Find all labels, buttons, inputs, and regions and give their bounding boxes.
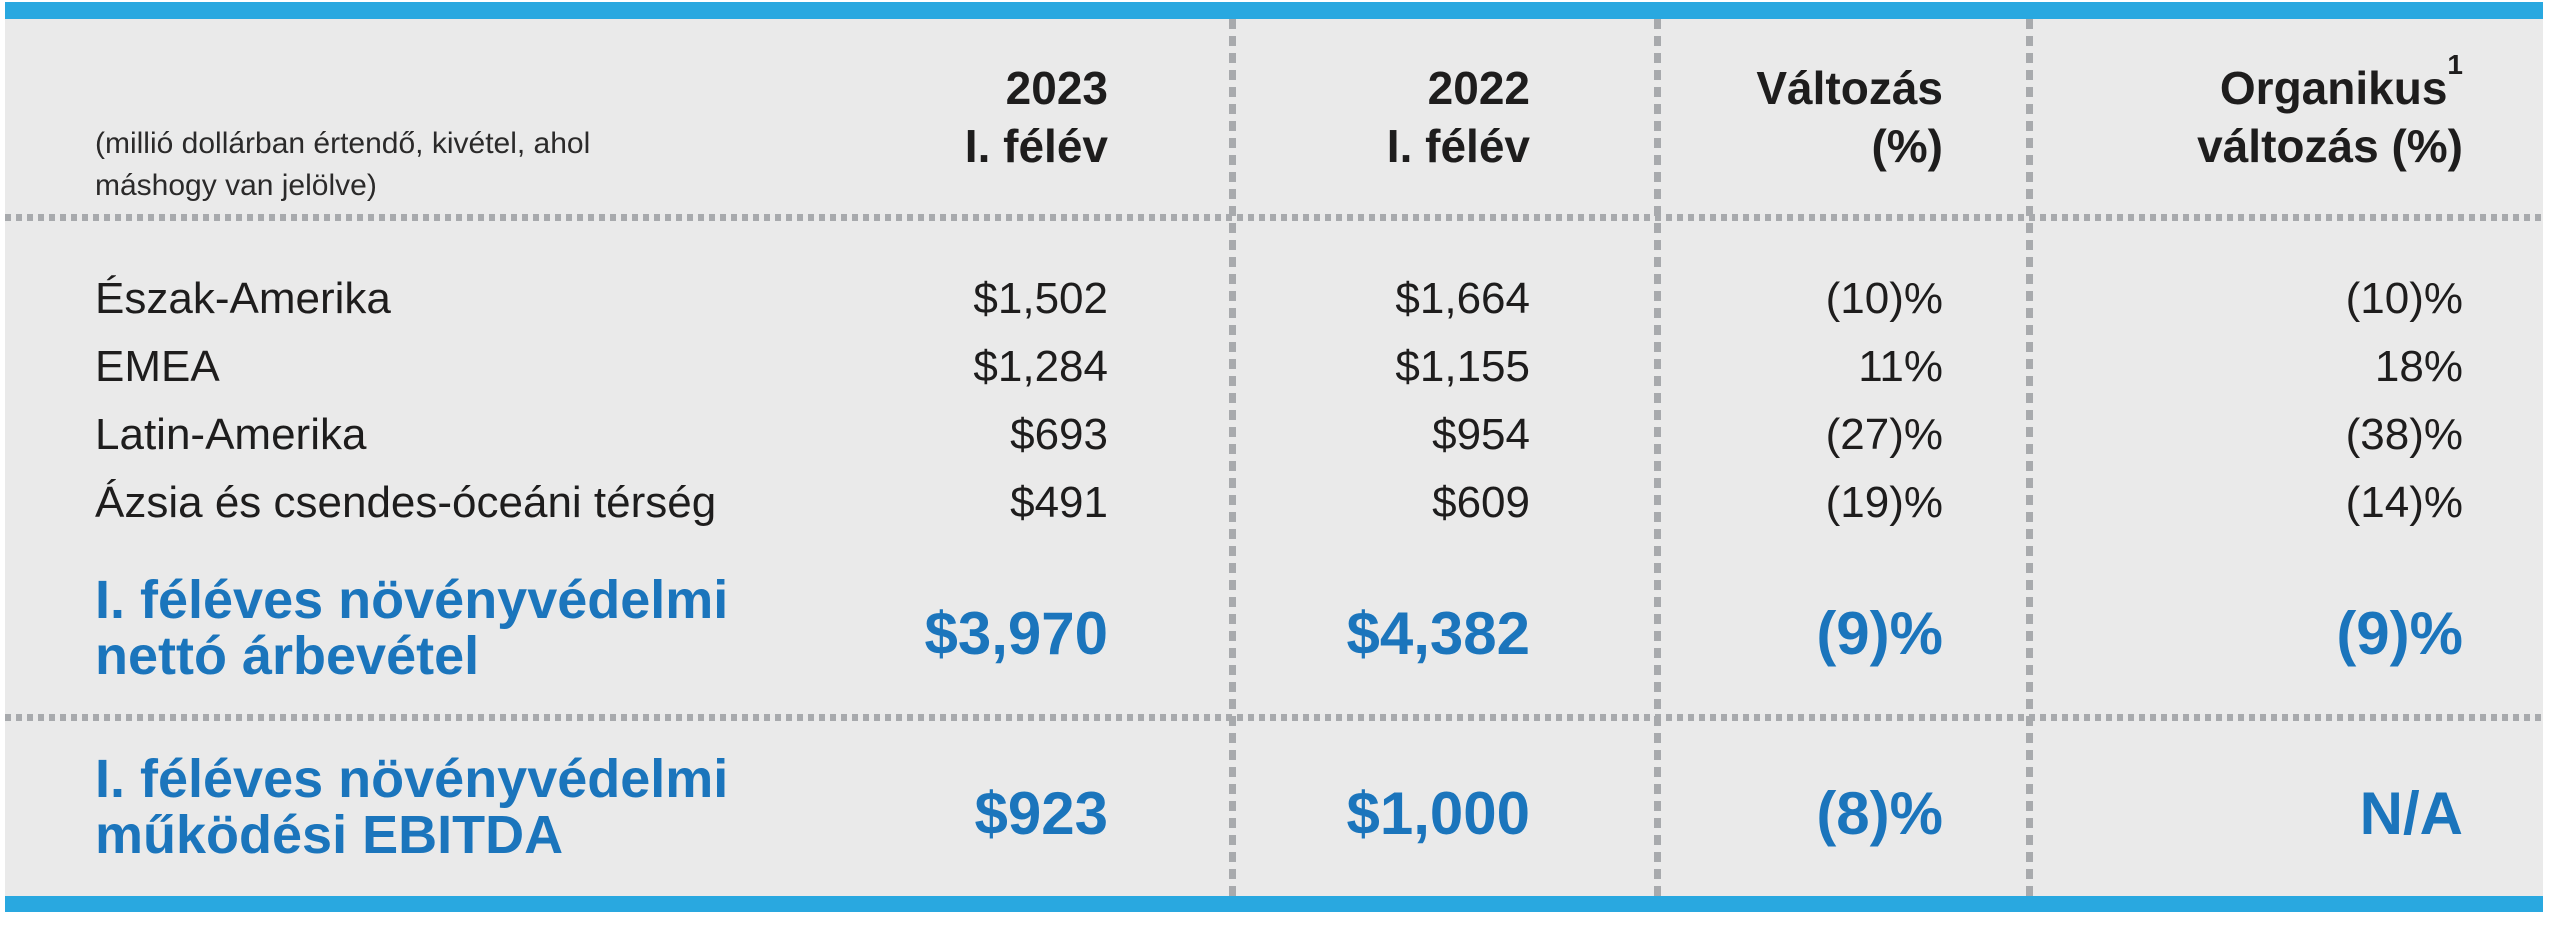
column-header-year: 2023: [1005, 62, 1108, 114]
total-ebitda-label: I. féléves növényvédelmi működési EBITDA: [95, 749, 729, 865]
results-table: (millió dollárban értendő, kivétel, ahol…: [5, 19, 2543, 896]
results-table-sheet: (millió dollárban értendő, kivétel, ahol…: [5, 2, 2543, 912]
cell-emea-2022: $1,155: [1395, 342, 1530, 391]
totals-row-separator: [5, 714, 2543, 721]
top-accent-bar: [5, 2, 2543, 19]
column-header-organic: Organikus: [2219, 62, 2448, 114]
row-label-h1-net-sales: I. féléves növényvédelmi nettó árbevétel: [5, 537, 750, 718]
cell-ebitda-2022: $1,000: [1346, 779, 1530, 847]
cell-north-america-2022: $1,664: [1395, 274, 1530, 323]
cell-net-sales-organic: (9)%: [2336, 600, 2463, 667]
column-header-period: I. félév: [1386, 120, 1530, 172]
units-note: (millió dollárban értendő, kivétel, ahol…: [95, 123, 590, 207]
units-note-line2: máshogy van jelölve): [95, 169, 377, 202]
column-header-organic-change-pct: Organikus1 változás (%): [2030, 19, 2543, 215]
cell-north-america-change: (10)%: [1825, 274, 1943, 323]
footnote-marker: 1: [2447, 48, 2463, 80]
cell-emea-2023: $1,284: [973, 342, 1108, 391]
column-separator-2: [1654, 19, 1661, 896]
column-header-change-pct: Változás (%): [1658, 19, 2030, 215]
row-label-h1-operating-ebitda: I. féléves növényvédelmi működési EBITDA: [5, 718, 750, 896]
cell-latin-america-2022: $954: [1432, 410, 1530, 459]
column-header-2023-h1: 2023 I. félév: [750, 19, 1233, 215]
column-separator-1: [1229, 19, 1236, 896]
units-note-cell: (millió dollárban értendő, kivétel, ahol…: [5, 19, 750, 215]
total-net-sales-label: I. féléves növényvédelmi nettó árbevétel: [95, 569, 729, 686]
cell-north-america-2023: $1,502: [973, 274, 1108, 323]
header-gap: [5, 215, 2543, 265]
column-header-pct: (%): [1871, 120, 1943, 172]
cell-latin-america-organic: (38)%: [2345, 410, 2463, 459]
column-header-period: I. félév: [964, 120, 1108, 172]
cell-net-sales-2022: $4,382: [1346, 600, 1530, 667]
cell-ebitda-2023: $923: [974, 779, 1108, 847]
table-body: (millió dollárban értendő, kivétel, ahol…: [5, 19, 2543, 896]
cell-latin-america-2023: $693: [1010, 410, 1108, 459]
cell-net-sales-2023: $3,970: [924, 600, 1108, 667]
row-label-north-america: Észak-Amerika: [95, 274, 391, 323]
column-separator-3: [2026, 19, 2033, 896]
cell-ebitda-change: (8)%: [1816, 779, 1943, 847]
units-note-line1: (millió dollárban értendő, kivétel, ahol: [95, 127, 591, 160]
cell-emea-change: 11%: [1858, 342, 1943, 391]
cell-asia-pacific-2023: $491: [1010, 478, 1108, 527]
cell-asia-pacific-organic: (14)%: [2345, 478, 2463, 527]
header-row-separator: [5, 214, 2543, 221]
cell-asia-pacific-2022: $609: [1432, 478, 1530, 527]
column-header-change: Változás: [1756, 62, 1943, 114]
cell-latin-america-change: (27)%: [1825, 410, 1943, 459]
row-label-emea: EMEA: [95, 342, 220, 391]
column-header-2022-h1: 2022 I. félév: [1233, 19, 1658, 215]
cell-asia-pacific-change: (19)%: [1825, 478, 1943, 527]
row-label-asia-pacific: Ázsia és csendes-óceáni térség: [95, 478, 717, 527]
row-label-latin-america: Latin-Amerika: [95, 410, 367, 459]
column-header-organic-pct: változás (%): [2197, 120, 2463, 172]
cell-emea-organic: 18%: [2374, 342, 2463, 391]
bottom-accent-bar: [5, 896, 2543, 912]
cell-ebitda-organic: N/A: [2359, 779, 2463, 847]
cell-north-america-organic: (10)%: [2345, 274, 2463, 323]
column-header-year: 2022: [1427, 62, 1530, 114]
cell-net-sales-change: (9)%: [1816, 600, 1943, 667]
